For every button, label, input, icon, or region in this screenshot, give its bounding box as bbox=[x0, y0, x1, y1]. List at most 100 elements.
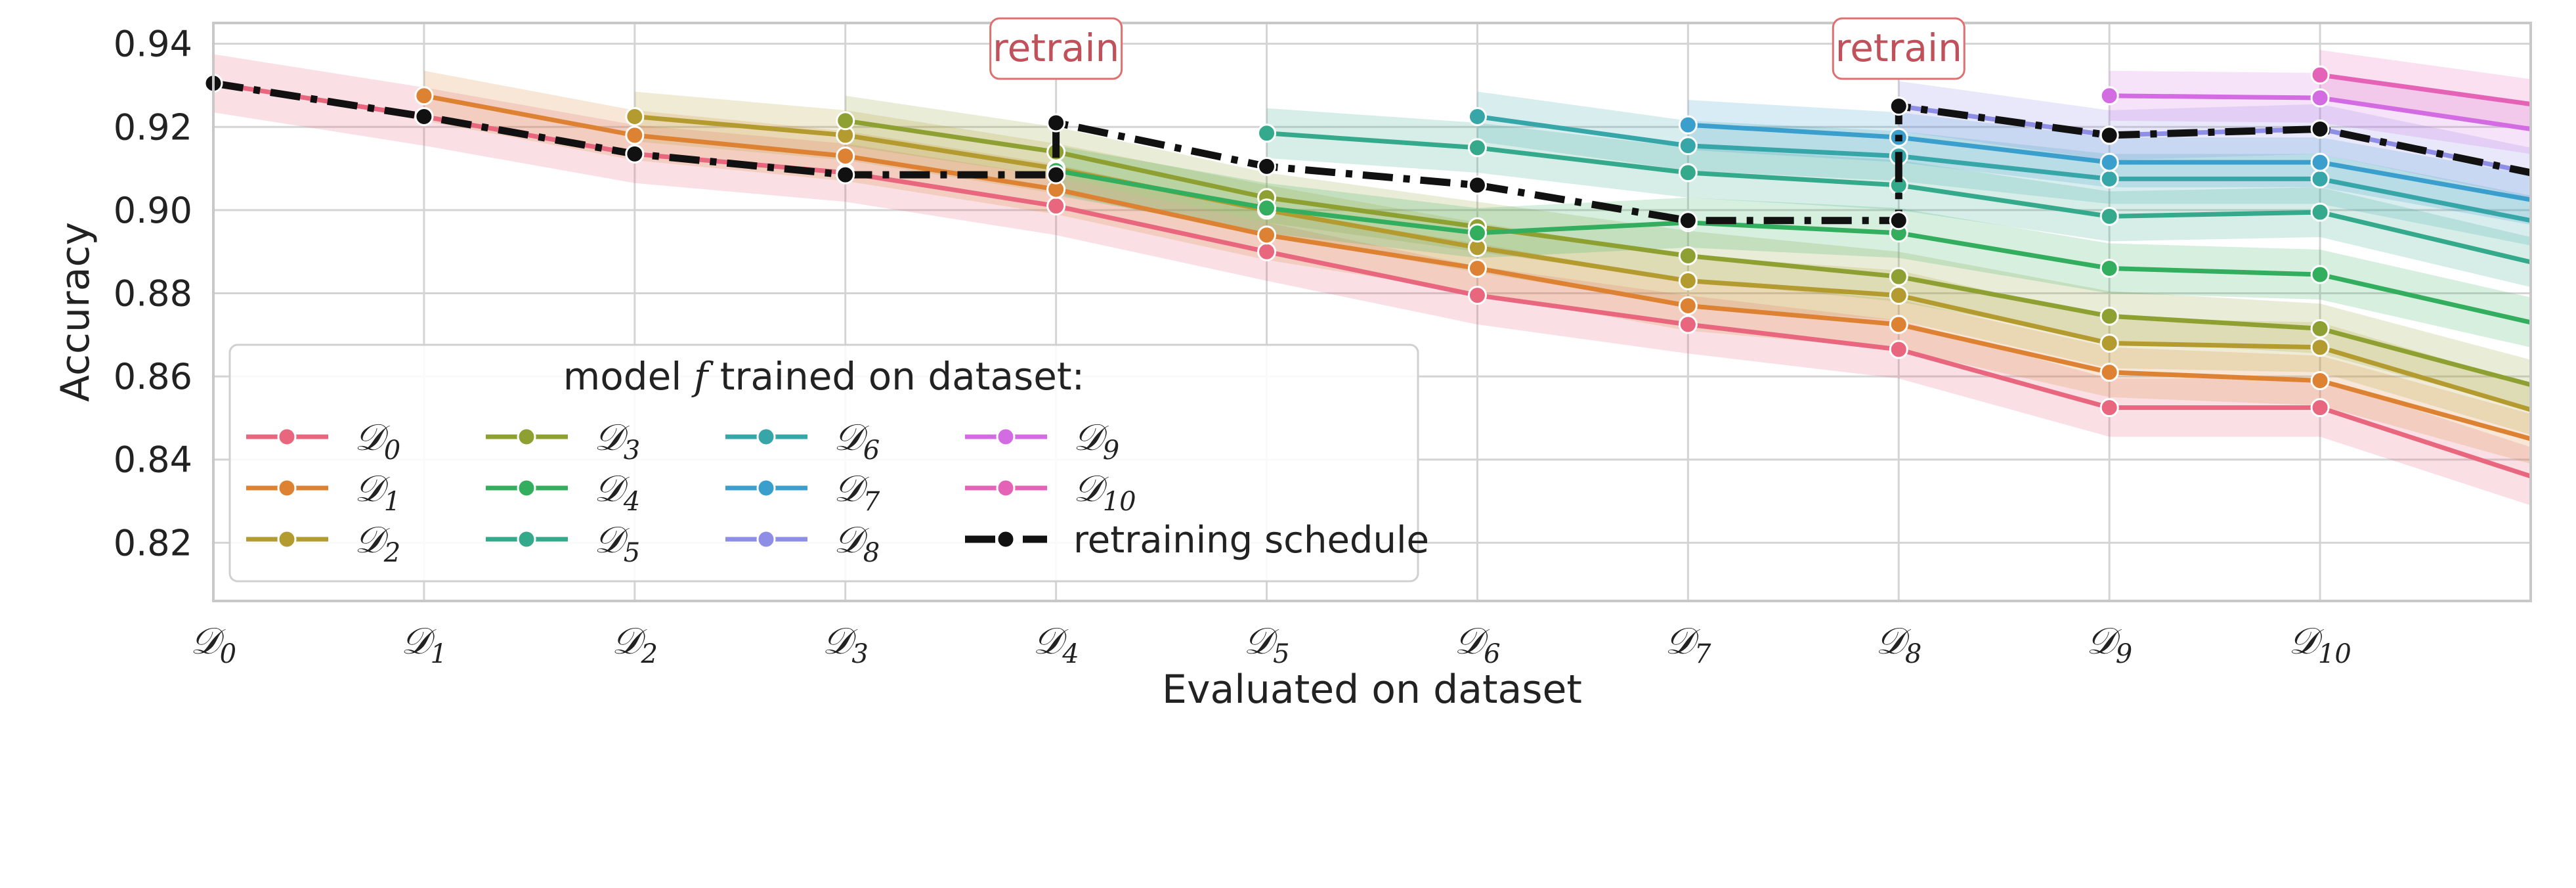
y-tick-label: 0.84 bbox=[114, 439, 192, 481]
data-point bbox=[2099, 306, 2119, 326]
x-axis-title: Evaluated on dataset bbox=[1162, 667, 1582, 713]
legend-swatch-marker bbox=[756, 478, 776, 498]
series-line bbox=[2319, 72, 2531, 106]
data-point bbox=[2310, 88, 2330, 108]
series-10 bbox=[2310, 65, 2531, 106]
y-tick-label: 0.86 bbox=[114, 356, 192, 397]
y-tick-label: 0.90 bbox=[114, 190, 192, 231]
retraining-schedule-line bbox=[204, 74, 2532, 231]
data-point bbox=[1257, 123, 1277, 143]
confidence-band bbox=[1056, 145, 2531, 347]
data-point bbox=[1678, 115, 1698, 135]
schedule-point bbox=[2099, 125, 2119, 145]
data-point bbox=[1467, 223, 1487, 243]
annotation-text: retrain bbox=[993, 26, 1119, 70]
legend-label: 𝒟10 bbox=[1073, 468, 1136, 517]
data-point bbox=[2099, 152, 2119, 172]
data-point bbox=[2310, 202, 2330, 222]
x-tick-label: 𝒟2 bbox=[612, 620, 658, 669]
legend-swatch-marker bbox=[517, 529, 536, 549]
schedule-point bbox=[1889, 211, 1908, 231]
legend-swatch-marker bbox=[756, 529, 776, 549]
legend-swatch-marker bbox=[756, 427, 776, 447]
y-tick-label: 0.92 bbox=[114, 106, 192, 148]
data-point bbox=[414, 86, 434, 106]
schedule-line bbox=[213, 79, 2532, 225]
data-point bbox=[1467, 286, 1487, 305]
data-point bbox=[1678, 271, 1698, 291]
legend-swatch-marker bbox=[996, 478, 1016, 498]
legend-swatch-marker bbox=[517, 427, 536, 447]
data-point bbox=[1889, 315, 1908, 334]
annotation-text: retrain bbox=[1835, 26, 1962, 70]
data-point bbox=[2310, 398, 2330, 418]
data-point bbox=[1046, 196, 1066, 216]
x-tick-label: 𝒟8 bbox=[1876, 620, 1921, 669]
legend-box bbox=[228, 344, 1419, 583]
x-tick-label: 𝒟1 bbox=[401, 620, 447, 669]
data-point bbox=[2310, 265, 2330, 284]
x-tick-label: 𝒟4 bbox=[1033, 620, 1079, 669]
schedule-point bbox=[625, 144, 645, 164]
legend: model f trained on dataset:𝒟0𝒟1𝒟2𝒟3𝒟4𝒟5𝒟… bbox=[228, 344, 1429, 583]
x-tick-label: 𝒟10 bbox=[2288, 620, 2351, 669]
x-tick-label: 𝒟9 bbox=[2086, 620, 2132, 669]
schedule-point bbox=[1046, 113, 1066, 133]
data-point bbox=[1678, 136, 1698, 156]
data-point bbox=[836, 146, 855, 166]
data-point bbox=[2310, 169, 2330, 189]
data-point bbox=[2099, 206, 2119, 226]
legend-swatch-marker bbox=[277, 529, 297, 549]
data-point bbox=[1257, 198, 1277, 218]
x-tick-label: 𝒟0 bbox=[190, 620, 236, 669]
data-point bbox=[1889, 267, 1908, 286]
series-line bbox=[1055, 168, 2531, 325]
data-point bbox=[1467, 138, 1487, 158]
data-point bbox=[1678, 315, 1698, 334]
data-point bbox=[1257, 242, 1277, 261]
data-point bbox=[1467, 259, 1487, 278]
legend-label: retraining schedule bbox=[1073, 519, 1429, 562]
schedule-point bbox=[1889, 97, 1908, 116]
legend-swatch-marker bbox=[277, 427, 297, 447]
schedule-point bbox=[2310, 119, 2330, 139]
legend-swatch-marker bbox=[996, 529, 1016, 549]
series-line bbox=[634, 114, 2531, 412]
data-point bbox=[2099, 169, 2119, 189]
x-tick-label: 𝒟7 bbox=[1665, 620, 1711, 669]
data-point bbox=[2099, 333, 2119, 353]
data-point bbox=[2099, 259, 2119, 278]
schedule-point bbox=[1678, 211, 1698, 231]
data-point bbox=[2310, 319, 2330, 338]
schedule-point bbox=[1257, 156, 1277, 176]
data-point bbox=[2099, 398, 2119, 418]
x-tick-labels: 𝒟0 𝒟1 𝒟2 𝒟3 𝒟4 𝒟5 𝒟6 𝒟7 𝒟8 𝒟9 𝒟10 bbox=[190, 620, 2351, 669]
data-point bbox=[1889, 340, 1908, 359]
retrain-annotation: retrain bbox=[1832, 17, 1965, 80]
legend-swatch-marker bbox=[277, 478, 297, 498]
confidence-band bbox=[1899, 81, 2531, 198]
retrain-annotation: retrain bbox=[989, 17, 1123, 80]
data-point bbox=[1889, 286, 1908, 305]
plot-frame bbox=[212, 22, 2532, 602]
schedule-point bbox=[1046, 165, 1066, 185]
legend-swatch-marker bbox=[517, 478, 536, 498]
x-tick-label: 𝒟3 bbox=[823, 620, 869, 669]
y-tick-label: 0.88 bbox=[114, 273, 192, 315]
y-tick-label: 0.82 bbox=[114, 522, 192, 564]
series-5 bbox=[1257, 123, 2531, 265]
series-9 bbox=[2099, 86, 2531, 131]
schedule-point bbox=[836, 165, 855, 185]
data-point bbox=[625, 125, 645, 145]
legend-title: model f trained on dataset: bbox=[563, 354, 1084, 399]
schedule-point bbox=[1467, 175, 1487, 195]
legend-swatch-marker bbox=[996, 427, 1016, 447]
data-point bbox=[2099, 363, 2119, 382]
legend-entry: 𝒟5 bbox=[486, 519, 640, 568]
data-point bbox=[1678, 246, 1698, 266]
legend-entry: 𝒟1 bbox=[246, 468, 400, 517]
x-tick-label: 𝒟6 bbox=[1454, 620, 1500, 669]
data-point bbox=[2310, 152, 2330, 172]
series-4 bbox=[1046, 161, 2531, 325]
